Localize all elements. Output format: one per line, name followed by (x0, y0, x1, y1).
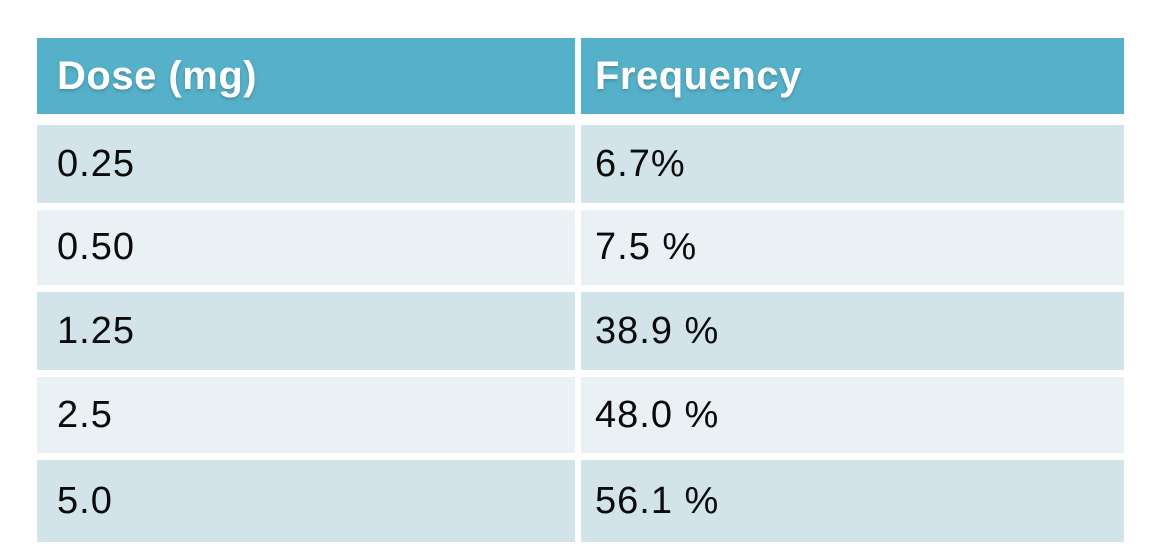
table-row: 0.50 7.5 % (37, 210, 1124, 285)
header-cell-dose: Dose (mg) (37, 38, 575, 114)
frequency-cell: 7.5 % (581, 210, 1124, 285)
dose-cell: 0.50 (37, 210, 575, 285)
table-row: 0.25 6.7% (37, 125, 1124, 203)
table-row: 5.0 56.1 % (37, 460, 1124, 542)
frequency-cell: 6.7% (581, 125, 1124, 203)
frequency-cell: 38.9 % (581, 292, 1124, 370)
frequency-cell: 56.1 % (581, 460, 1124, 542)
dose-cell: 2.5 (37, 377, 575, 453)
dose-cell: 1.25 (37, 292, 575, 370)
table-header-row: Dose (mg) Frequency (37, 38, 1124, 114)
table-row: 1.25 38.9 % (37, 292, 1124, 370)
dose-cell: 0.25 (37, 125, 575, 203)
dose-frequency-table: Dose (mg) Frequency 0.25 6.7% 0.50 7.5 %… (37, 38, 1124, 542)
table-row: 2.5 48.0 % (37, 377, 1124, 453)
header-cell-frequency: Frequency (581, 38, 1124, 114)
frequency-cell: 48.0 % (581, 377, 1124, 453)
dose-cell: 5.0 (37, 460, 575, 542)
